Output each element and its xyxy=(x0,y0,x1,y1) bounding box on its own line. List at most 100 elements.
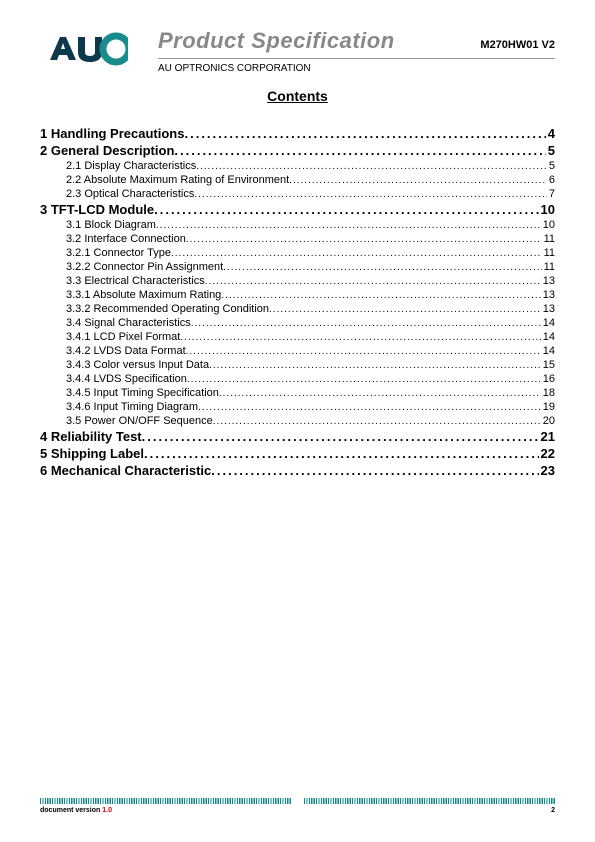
toc-page: 14 xyxy=(541,331,555,343)
toc-label: 3.3 Electrical Characteristics xyxy=(66,275,205,287)
toc-leader: ........................................… xyxy=(221,290,540,301)
toc-leader: ........................................… xyxy=(186,346,541,357)
toc-leader: ........................................… xyxy=(209,360,541,371)
toc-entry-sub: 2.3 Optical Characteristics.............… xyxy=(40,188,555,200)
toc-leader: ........................................… xyxy=(154,202,538,217)
toc-entry-sub: 3.2.2 Connector Pin Assignment..........… xyxy=(40,261,555,273)
toc-entry-sub: 3.5 Power ON/OFF Sequence...............… xyxy=(40,415,555,427)
toc-entry-main: 5 Shipping Label .......................… xyxy=(40,446,555,461)
toc-leader: ........................................… xyxy=(186,234,542,245)
toc-page: 5 xyxy=(547,160,555,172)
auo-logo xyxy=(40,32,128,71)
toc-entry-main: 1 Handling Precautions .................… xyxy=(40,126,555,141)
toc-label: 5 Shipping Label xyxy=(40,446,144,461)
toc-page: 13 xyxy=(541,289,555,301)
toc-entry-sub: 3.4.1 LCD Pixel Format..................… xyxy=(40,331,555,343)
toc-label: 2.2 Absolute Maximum Rating of Environme… xyxy=(66,174,289,186)
toc-page: 4 xyxy=(546,126,555,141)
toc-page: 18 xyxy=(541,387,555,399)
toc-page: 7 xyxy=(547,188,555,200)
toc-page: 13 xyxy=(541,303,555,315)
title-row: Product Specification M270HW01 V2 xyxy=(158,28,555,59)
toc-entry-sub: 3.4.3 Color versus Input Data...........… xyxy=(40,359,555,371)
toc-page: 11 xyxy=(542,261,555,273)
toc-entry-sub: 2.1 Display Characteristics.............… xyxy=(40,160,555,172)
toc-label: 3.1 Block Diagram xyxy=(66,219,156,231)
toc-page: 19 xyxy=(541,401,555,413)
footer-bars xyxy=(40,798,555,804)
toc-leader: ........................................… xyxy=(156,220,541,231)
model-number: M270HW01 V2 xyxy=(480,39,555,51)
toc-leader: ........................................… xyxy=(213,416,541,427)
company-name: AU OPTRONICS CORPORATION xyxy=(158,63,555,74)
toc-label: 6 Mechanical Characteristic xyxy=(40,463,211,478)
toc-label: 3.4.3 Color versus Input Data xyxy=(66,359,209,371)
toc-label: 2.1 Display Characteristics xyxy=(66,160,196,172)
toc-entry-sub: 3.4.6 Input Timing Diagram..............… xyxy=(40,401,555,413)
toc-label: 3.2 Interface Connection xyxy=(66,233,186,245)
toc-entry-sub: 3.4 Signal Characteristics..............… xyxy=(40,317,555,329)
toc-page: 5 xyxy=(546,143,555,158)
toc-label: 3.4 Signal Characteristics xyxy=(66,317,191,329)
toc-leader: ........................................… xyxy=(223,262,541,273)
toc-label: 3.3.2 Recommended Operating Condition xyxy=(66,303,269,315)
toc-leader: ........................................… xyxy=(196,161,547,172)
toc-label: 3.4.2 LVDS Data Format xyxy=(66,345,186,357)
toc-entry-main: 3 TFT-LCD Module .......................… xyxy=(40,202,555,217)
toc-entry-sub: 3.4.4 LVDS Specification................… xyxy=(40,373,555,385)
toc-page: 20 xyxy=(541,415,555,427)
toc-page: 11 xyxy=(542,233,555,245)
toc-page: 14 xyxy=(541,317,555,329)
toc-page: 14 xyxy=(541,345,555,357)
toc-entry-sub: 3.2 Interface Connection................… xyxy=(40,233,555,245)
toc-label: 3.4.5 Input Timing Specification xyxy=(66,387,219,399)
toc-entry-main: 2 General Description ..................… xyxy=(40,143,555,158)
footer-text: document version 1.0 2 xyxy=(40,807,555,814)
toc-entry-sub: 3.2.1 Connector Type....................… xyxy=(40,247,555,259)
toc-page: 21 xyxy=(539,429,555,444)
toc-leader: ........................................… xyxy=(174,143,545,158)
toc-entry-main: 4 Reliability Test .....................… xyxy=(40,429,555,444)
toc-leader: ........................................… xyxy=(211,463,538,478)
toc-label: 3.2.2 Connector Pin Assignment xyxy=(66,261,223,273)
toc-leader: ........................................… xyxy=(187,374,541,385)
toc-page: 10 xyxy=(539,202,555,217)
doc-version-label: document version xyxy=(40,807,102,814)
contents-heading: Contents xyxy=(0,88,595,104)
toc-label: 3.3.1 Absolute Maximum Rating xyxy=(66,289,221,301)
toc-leader: ........................................… xyxy=(142,429,539,444)
toc-label: 3.4.4 LVDS Specification xyxy=(66,373,187,385)
toc-leader: ........................................… xyxy=(144,446,539,461)
toc-page: 16 xyxy=(541,373,555,385)
toc-entry-sub: 3.3 Electrical Characteristics..........… xyxy=(40,275,555,287)
toc-label: 3.4.1 LCD Pixel Format xyxy=(66,331,180,343)
toc-entry-sub: 3.3.2 Recommended Operating Condition...… xyxy=(40,303,555,315)
doc-version-number: 1.0 xyxy=(102,807,112,814)
toc-page: 23 xyxy=(539,463,555,478)
toc-entry-sub: 3.4.5 Input Timing Specification........… xyxy=(40,387,555,399)
toc-leader: ........................................… xyxy=(219,388,541,399)
toc-entry-sub: 2.2 Absolute Maximum Rating of Environme… xyxy=(40,174,555,186)
toc-page: 15 xyxy=(541,359,555,371)
page-number: 2 xyxy=(551,807,555,814)
product-title: Product Specification xyxy=(158,28,395,54)
table-of-contents: 1 Handling Precautions .................… xyxy=(0,126,595,478)
toc-entry-sub: 3.4.2 LVDS Data Format..................… xyxy=(40,345,555,357)
header: Product Specification M270HW01 V2 AU OPT… xyxy=(0,0,595,74)
toc-leader: ........................................… xyxy=(171,248,542,259)
toc-page: 6 xyxy=(547,174,555,186)
toc-label: 2.3 Optical Characteristics xyxy=(66,188,194,200)
toc-label: 1 Handling Precautions xyxy=(40,126,184,141)
toc-page: 10 xyxy=(541,219,555,231)
toc-page: 11 xyxy=(542,247,555,259)
toc-leader: ........................................… xyxy=(205,276,541,287)
toc-leader: ........................................… xyxy=(180,332,540,343)
toc-label: 3 TFT-LCD Module xyxy=(40,202,154,217)
toc-leader: ........................................… xyxy=(198,402,541,413)
footer: document version 1.0 2 xyxy=(40,798,555,814)
footer-bar-right xyxy=(304,798,556,804)
toc-leader: ........................................… xyxy=(191,318,541,329)
toc-leader: ........................................… xyxy=(269,304,541,315)
toc-page: 13 xyxy=(541,275,555,287)
toc-leader: ........................................… xyxy=(184,126,545,141)
